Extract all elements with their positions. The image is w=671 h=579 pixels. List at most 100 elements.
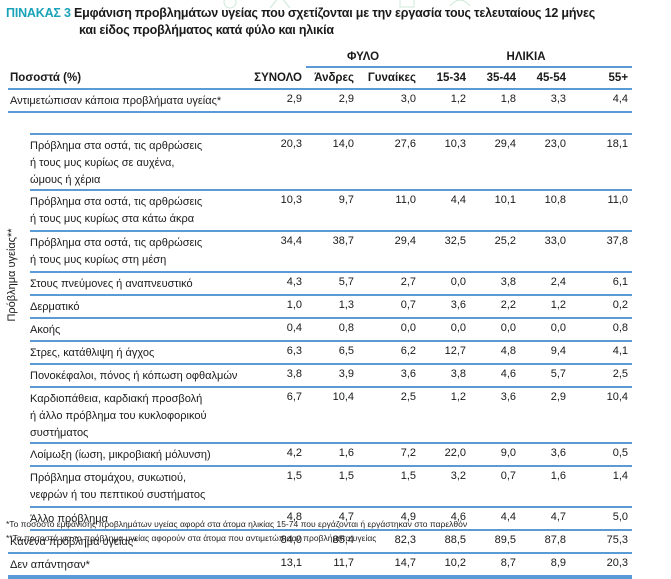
row-label: Ακοής [30, 318, 248, 342]
table-row: Πονοκέφαλοι, πόνος ή κόπωση οφθαλμών 3,8 3… [8, 364, 633, 388]
cell: 3,3 [520, 89, 570, 113]
cell: 89,5 [470, 530, 520, 554]
cell: 22,0 [420, 443, 470, 467]
cell: 2,9 [306, 89, 358, 113]
row-label: Λοίμωξη (ίωση, μικροβιακή μόλυνση) [30, 443, 248, 467]
cell: 5,7 [520, 364, 570, 388]
cell: 3,9 [306, 364, 358, 388]
table-row: Δερματικό 1,0 1,3 0,7 3,6 2,2 1,2 0,2 [8, 295, 633, 319]
cell: 0,0 [520, 318, 570, 342]
cell: 4,8 [248, 507, 306, 531]
table-row: Πρόβλημα στα οστά, τις αρθρώσεις ή τους … [8, 190, 633, 232]
footnotes: *Το ποσοστό εμφάνισης προβλημάτων υγείας… [6, 517, 467, 545]
table-row: Λοίμωξη (ίωση, μικροβιακή μόλυνση) 4,2 1,6… [8, 443, 633, 467]
cell: 5,0 [570, 507, 633, 531]
cell: 27,6 [358, 134, 420, 191]
cell: 88,5 [420, 530, 470, 554]
cell: 8,7 [470, 553, 520, 579]
cell: 4,1 [570, 341, 633, 365]
decorative-illustration [223, 0, 471, 9]
cell: 3,6 [420, 295, 470, 319]
cell: 6,7 [248, 387, 306, 444]
cell: 3,6 [470, 387, 520, 444]
cell: 7,2 [358, 443, 420, 467]
cell: 1,2 [420, 387, 470, 444]
row-label: Αντιμετώπισαν κάποια προβλήματα υγείας* [8, 89, 248, 113]
cell: 82,3 [358, 530, 420, 554]
table-row: Στους πνεύμονες ή αναπνευστικό 4,3 5,7 2,7 0… [8, 272, 633, 296]
row-label: Στους πνεύμονες ή αναπνευστικό [30, 272, 248, 296]
footnote-2: **Τα ποσοστά για το πρόβλημα υγείας αφορ… [6, 533, 377, 543]
cell: 4,6 [470, 364, 520, 388]
row-label: Άλλο πρόβλημα [30, 507, 248, 531]
cell: 1,4 [570, 466, 633, 508]
cell: 2,5 [570, 364, 633, 388]
cell: 1,5 [306, 466, 358, 508]
cell: 13,1 [248, 553, 306, 579]
row-label: Δεν απάντησαν* [8, 553, 248, 579]
col-header-total: ΣΥΝΟΛΟ [248, 67, 306, 90]
cell: 6,5 [306, 341, 358, 365]
cell: 4,9 [358, 507, 420, 531]
cell: 1,8 [470, 89, 520, 113]
cell: 0,0 [420, 318, 470, 342]
col-header-55plus: 55+ [570, 67, 633, 90]
cell: 14,0 [306, 134, 358, 191]
header-row: Ποσοστά (%) ΣΥΝΟΛΟ Άνδρες Γυναίκες 15-34… [8, 67, 633, 90]
cell: 29,4 [470, 134, 520, 191]
cell: 20,3 [248, 134, 306, 191]
cell: 0,7 [358, 295, 420, 319]
cell: 23,0 [520, 134, 570, 191]
cell: 10,8 [520, 190, 570, 232]
cell: 10,4 [570, 387, 633, 444]
cell: 2,4 [520, 272, 570, 296]
cell: 10,1 [470, 190, 520, 232]
cell: 11,0 [358, 190, 420, 232]
row-label: Πρόβλημα στα οστά, τις αρθρώσεις ή τους … [30, 134, 248, 191]
cell: 0,5 [570, 443, 633, 467]
cell: 8,9 [520, 553, 570, 579]
footnote-1: *Το ποσοστό εμφάνισης προβλημάτων υγείας… [6, 519, 468, 529]
cell: 10,3 [420, 134, 470, 191]
cell: 4,7 [306, 507, 358, 531]
table-row: Κανένα πρόβλημα υγείας* 84,0 85,4 82,3 8… [8, 530, 633, 554]
cell: 20,3 [570, 553, 633, 579]
cell: 3,8 [470, 272, 520, 296]
col-header-percent: Ποσοστά (%) [8, 67, 248, 90]
cell: 1,0 [248, 295, 306, 319]
cell: 0,0 [358, 318, 420, 342]
cell: 38,7 [306, 231, 358, 273]
row-label: Πρόβλημα στα οστά, τις αρθρώσεις ή τους … [30, 190, 248, 232]
cell: 2,9 [248, 89, 306, 113]
col-header-15-34: 15-34 [420, 67, 470, 90]
cell: 9,0 [470, 443, 520, 467]
side-label-health-problem: Πρόβλημα υγείας** [4, 200, 20, 350]
col-header-men: Άνδρες [306, 67, 358, 90]
cell: 87,8 [520, 530, 570, 554]
cell: 2,7 [358, 272, 420, 296]
cell: 6,2 [358, 341, 420, 365]
table-row: Ακοής 0,4 0,8 0,0 0,0 0,0 0,0 0,8 [8, 318, 633, 342]
cell: 3,6 [358, 364, 420, 388]
cell: 4,3 [248, 272, 306, 296]
table-title: ΠΙΝΑΚΑΣ 3 Εμφάνιση προβλημάτων υγείας πο… [6, 5, 595, 39]
cell: 4,6 [420, 507, 470, 531]
cell: 10,2 [420, 553, 470, 579]
col-header-35-44: 35-44 [470, 67, 520, 90]
table-row: Πρόβλημα στα οστά, τις αρθρώσεις ή τους … [8, 231, 633, 273]
table-row: Πρόβλημα στα οστά, τις αρθρώσεις ή τους … [8, 134, 633, 191]
cell: 75,3 [570, 530, 633, 554]
cell: 37,8 [570, 231, 633, 273]
row-label: Δερματικό [30, 295, 248, 319]
row-label: Πονοκέφαλοι, πόνος ή κόπωση οφθαλμών [30, 364, 248, 388]
row-label: Καρδιοπάθεια, καρδιακή προσβολή ή άλλο π… [30, 387, 248, 444]
cell: 4,4 [570, 89, 633, 113]
spacer-row [8, 112, 633, 135]
table-row: Δεν απάντησαν* 13,1 11,7 14,7 10,2 8,7 8… [8, 553, 633, 579]
cell: 4,4 [470, 507, 520, 531]
table-row: Καρδιοπάθεια, καρδιακή προσβολή ή άλλο π… [8, 387, 633, 444]
cell: 0,7 [470, 466, 520, 508]
table-row: Πρόβλημα στομάχου, συκωτιού, νεφρών ή το… [8, 466, 633, 508]
cell: 2,9 [520, 387, 570, 444]
cell: 1,3 [306, 295, 358, 319]
